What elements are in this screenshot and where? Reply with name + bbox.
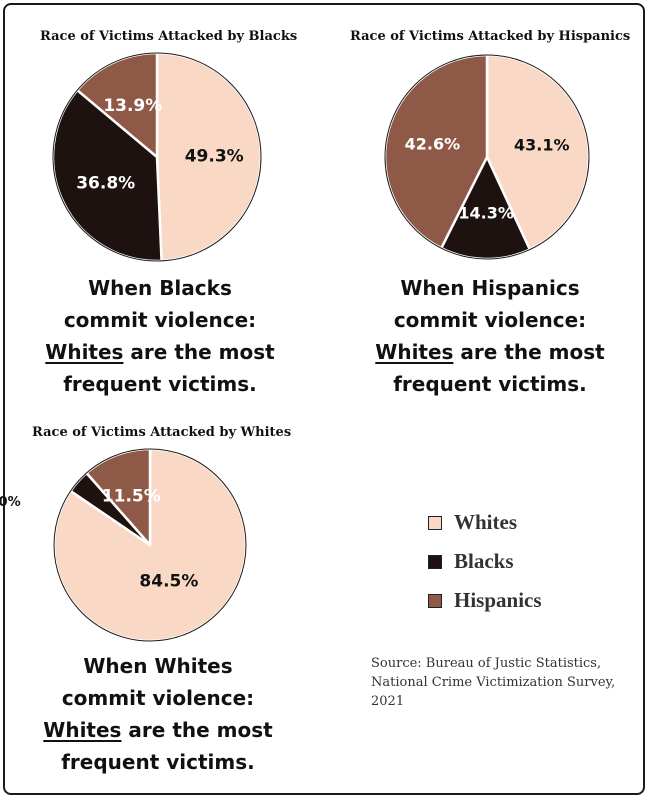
pie-chart-whites: 84.5% 4.0% 11.5% [0, 447, 248, 643]
caption-line: Whites are the most [370, 336, 610, 368]
caption-line: frequent victims. [61, 750, 255, 774]
caption-line: When Whites [83, 654, 233, 678]
legend-item-whites: Whites [428, 503, 542, 542]
pie-label-hispanics: 11.5% [102, 487, 161, 507]
pie-label-whites: 49.3% [185, 147, 244, 167]
legend: Whites Blacks Hispanics [428, 503, 542, 620]
pie-label-blacks: 4.0% [0, 495, 21, 510]
legend-item-blacks: Blacks [428, 542, 542, 581]
legend-swatch-blacks [428, 554, 442, 569]
caption-line: When Hispanics [400, 276, 580, 300]
legend-label: Whites [454, 510, 517, 534]
caption-line-rest: are the most [123, 340, 275, 364]
caption-blacks: When Blacks commit violence: Whites are … [40, 272, 280, 400]
pie-outline [52, 52, 262, 262]
caption-hispanics: When Hispanics commit violence: Whites a… [370, 272, 610, 400]
source-line: National Crime Victimization Survey, [371, 675, 616, 690]
caption-line: Whites are the most [40, 336, 280, 368]
legend-swatch-hispanics [428, 593, 442, 608]
caption-line-rest: are the most [121, 718, 273, 742]
caption-underlined-word: Whites [45, 340, 124, 364]
chart-title-whites: Race of Victims Attacked by Whites [32, 425, 292, 440]
source-line: Source: Bureau of Justic Statistics, [371, 656, 602, 671]
pie-chart-hispanics: 43.1% 14.3% 42.6% [383, 53, 591, 261]
caption-line-rest: are the most [453, 340, 605, 364]
pie-outline [53, 448, 247, 642]
caption-line: commit violence: [393, 308, 587, 332]
caption-line: frequent victims. [393, 372, 587, 396]
caption-line: commit violence: [61, 686, 255, 710]
pie-label-blacks: 14.3% [458, 204, 514, 223]
legend-label: Hispanics [454, 588, 542, 612]
pie-label-whites: 43.1% [514, 136, 570, 155]
pie-label-blacks: 36.8% [76, 173, 135, 193]
legend-label: Blacks [454, 549, 514, 573]
source-line: 2021 [371, 694, 405, 709]
source-note: Source: Bureau of Justic Statistics, Nat… [371, 654, 615, 711]
caption-line: commit violence: [63, 308, 257, 332]
pie-chart-blacks: 49.3% 36.8% 13.9% [51, 51, 263, 263]
pie-label-hispanics: 13.9% [103, 96, 162, 116]
pie-label-whites: 84.5% [139, 572, 198, 592]
caption-line: When Blacks [88, 276, 232, 300]
pie-label-hispanics: 42.6% [405, 135, 461, 154]
legend-swatch-whites [428, 515, 442, 530]
legend-item-hispanics: Hispanics [428, 581, 542, 620]
caption-underlined-word: Whites [43, 718, 122, 742]
chart-title-blacks: Race of Victims Attacked by Blacks [40, 29, 298, 44]
caption-underlined-word: Whites [375, 340, 454, 364]
chart-title-hispanics: Race of Victims Attacked by Hispanics [350, 29, 631, 44]
caption-whites: When Whites commit violence: Whites are … [38, 650, 278, 778]
caption-line: Whites are the most [38, 714, 278, 746]
pie-outline [384, 54, 590, 260]
caption-line: frequent victims. [63, 372, 257, 396]
